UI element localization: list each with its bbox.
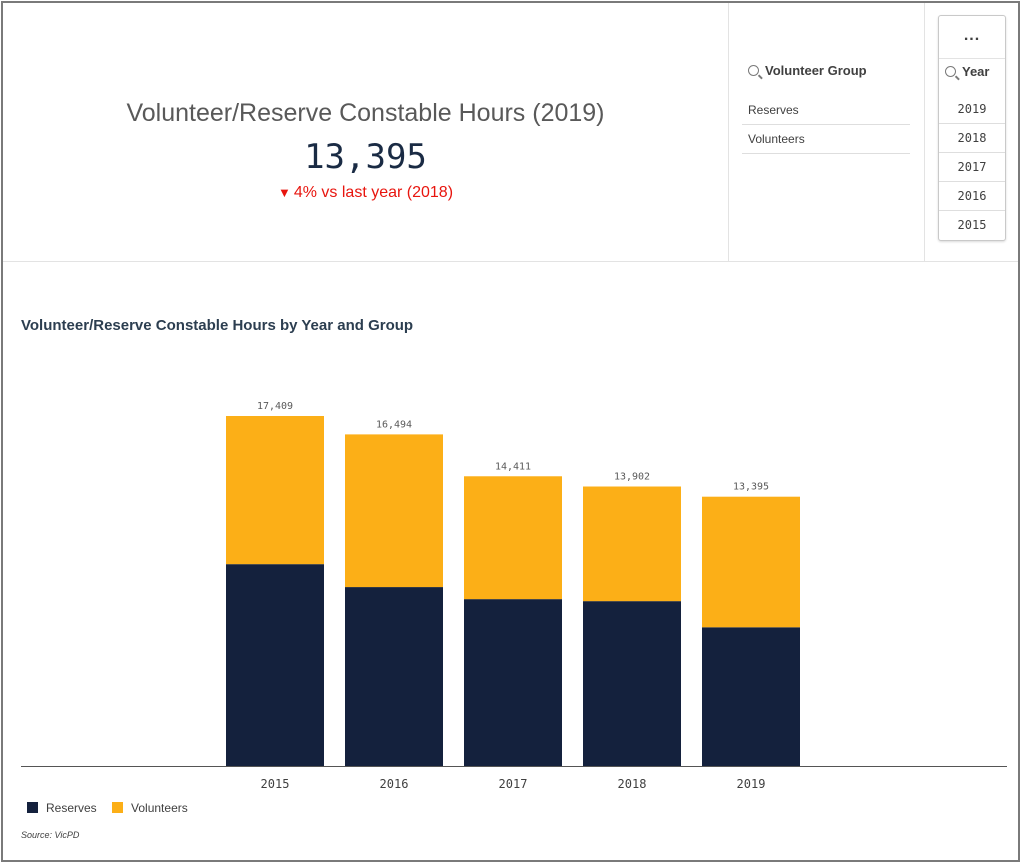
year-item-2018[interactable]: 2018 bbox=[939, 124, 1005, 153]
search-icon bbox=[748, 65, 759, 76]
kpi-card: Volunteer/Reserve Constable Hours (2019)… bbox=[3, 3, 729, 261]
total-label-2018: 13,902 bbox=[614, 472, 650, 483]
kpi-delta: ▼ 4% vs last year (2018) bbox=[3, 184, 728, 202]
volunteer-group-filter-title: Volunteer Group bbox=[765, 63, 867, 78]
year-item-2016[interactable]: 2016 bbox=[939, 182, 1005, 211]
filter-item-label: Reserves bbox=[748, 103, 799, 117]
legend-item-reserves[interactable]: Reserves bbox=[27, 801, 97, 815]
bar-volunteers-2015[interactable] bbox=[226, 416, 324, 565]
bar-reserves-2019[interactable] bbox=[702, 627, 800, 766]
x-tick-label-2017: 2017 bbox=[499, 777, 528, 791]
chart-legend: Reserves Volunteers bbox=[27, 801, 200, 815]
total-label-2015: 17,409 bbox=[257, 401, 293, 412]
year-item-2015[interactable]: 2015 bbox=[957, 218, 987, 232]
bar-reserves-2015[interactable] bbox=[226, 564, 324, 766]
down-triangle-icon: ▼ bbox=[277, 185, 291, 200]
filter-item-volunteers[interactable]: Volunteers bbox=[742, 125, 910, 154]
total-label-2017: 14,411 bbox=[495, 461, 531, 472]
bar-volunteers-2016[interactable] bbox=[345, 434, 443, 588]
bar-volunteers-2017[interactable] bbox=[464, 476, 562, 600]
more-options-button[interactable]: ... bbox=[939, 16, 1005, 59]
kpi-title: Volunteer/Reserve Constable Hours (2019) bbox=[126, 99, 605, 127]
chart-title: Volunteer/Reserve Constable Hours by Yea… bbox=[21, 317, 414, 334]
year-filter-header[interactable]: Year bbox=[945, 64, 989, 79]
total-label-2019: 13,395 bbox=[733, 482, 769, 493]
bar-volunteers-2019[interactable] bbox=[702, 496, 800, 628]
x-tick-label-2019: 2019 bbox=[737, 777, 766, 791]
bar-reserves-2016[interactable] bbox=[345, 587, 443, 766]
year-item-2019[interactable]: 2019 bbox=[939, 95, 1005, 124]
legend-swatch bbox=[112, 802, 124, 813]
volunteer-group-filter-header[interactable]: Volunteer Group bbox=[748, 63, 867, 78]
bar-reserves-2017[interactable] bbox=[464, 599, 562, 766]
bar-volunteers-2018[interactable] bbox=[583, 486, 681, 602]
kpi-delta-text: 4% vs last year (2018) bbox=[293, 184, 454, 201]
x-tick-label-2018: 2018 bbox=[618, 777, 647, 791]
x-tick-label-2016: 2016 bbox=[380, 777, 409, 791]
volunteer-group-filter: Volunteer Group Reserves Volunteers bbox=[728, 3, 925, 261]
stacked-bar-chart: 17,409 2015 16,494 2016 14,411 2017 13,902 2018… bbox=[21, 401, 1007, 791]
source-note: Source: VicPD bbox=[21, 830, 80, 840]
bar-reserves-2018[interactable] bbox=[583, 601, 681, 766]
section-divider bbox=[3, 261, 1018, 262]
total-label-2016: 16,494 bbox=[376, 419, 412, 430]
kpi-value: 13,395 bbox=[304, 137, 427, 177]
year-filter-title: Year bbox=[962, 64, 990, 79]
year-item-2017[interactable]: 2017 bbox=[939, 153, 1005, 182]
filter-item-reserves[interactable]: Reserves bbox=[742, 96, 910, 125]
filter-item-label: Volunteers bbox=[748, 132, 805, 146]
legend-swatch bbox=[27, 802, 38, 813]
search-icon bbox=[945, 66, 956, 77]
year-filter: ... Year 2019 2018 2017 2016 2015 bbox=[938, 15, 1006, 241]
legend-label: Volunteers bbox=[131, 801, 188, 815]
legend-item-volunteers[interactable]: Volunteers bbox=[112, 801, 188, 815]
legend-label: Reserves bbox=[46, 801, 97, 815]
x-tick-label-2015: 2015 bbox=[261, 777, 290, 791]
